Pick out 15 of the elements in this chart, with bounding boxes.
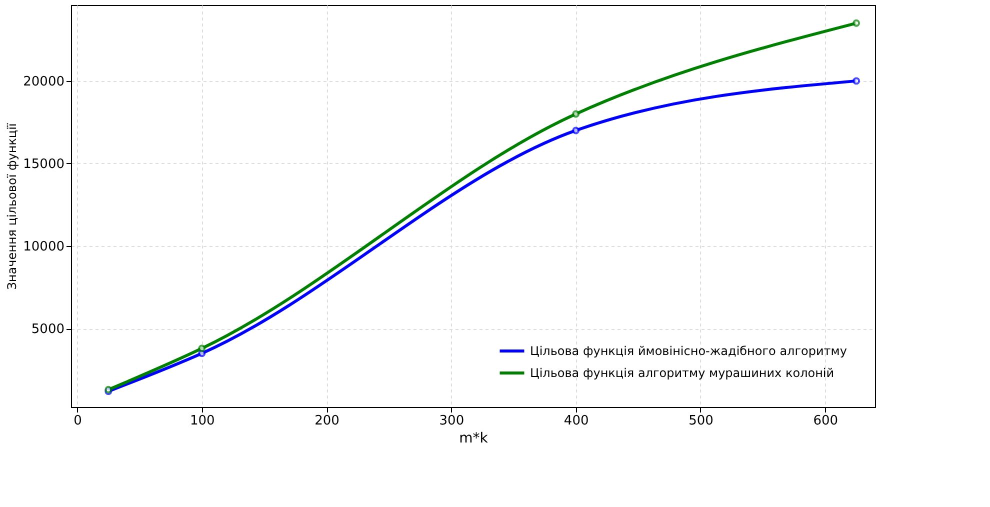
y-tick-label: 5000 [31,322,64,338]
legend-label: Цільова функція алгоритму мурашиних колоній [530,366,834,380]
y-tick-label: 20000 [23,74,64,90]
x-tick-label: 300 [439,414,464,428]
y-tick-label: 10000 [23,240,64,255]
x-tick-label: 200 [314,414,340,428]
x-tick-label: 0 [74,414,82,428]
legend-label: Цільова функція ймовінісно-жадібного алгоритму [530,344,847,358]
y-axis-title: Значення цільової функції [5,122,20,290]
x-tick-label: 100 [190,414,215,428]
x-tick-label: 600 [813,414,838,428]
x-axis-title: m*k [459,430,489,446]
y-tick-label: 15000 [23,156,64,172]
x-tick-label: 500 [688,414,714,428]
x-tick-label: 400 [564,414,589,428]
